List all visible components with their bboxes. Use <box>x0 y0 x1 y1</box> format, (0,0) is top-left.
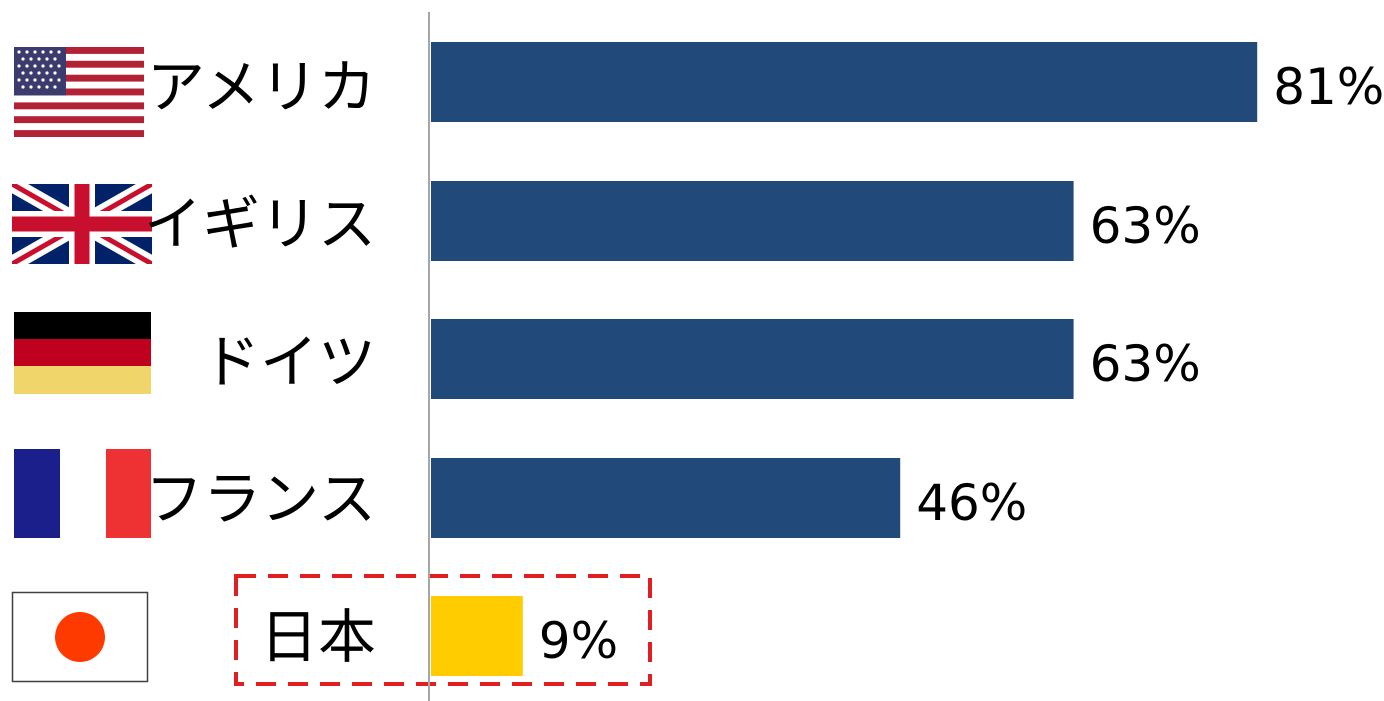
category-label-germany: ドイツ <box>202 328 376 396</box>
france-flag-icon <box>14 449 151 538</box>
value-label-france: 46% <box>916 474 1027 532</box>
category-label-uk: イギリス <box>144 190 376 258</box>
bar-uk <box>431 181 1074 261</box>
highlight-box <box>234 574 652 686</box>
bar-germany <box>431 319 1074 399</box>
category-label-usa: アメリカ <box>147 53 376 121</box>
bar-japan <box>431 596 523 676</box>
category-label-japan: 日本 <box>260 603 376 671</box>
japan-flag-icon <box>11 591 149 683</box>
bar-usa <box>431 42 1258 122</box>
value-label-usa: 81% <box>1273 58 1384 116</box>
germany-flag-icon <box>14 312 151 394</box>
value-label-japan: 9% <box>539 612 618 670</box>
value-label-uk: 63% <box>1090 197 1201 255</box>
uk-flag-icon <box>12 184 152 264</box>
usa-flag-icon <box>14 47 144 137</box>
category-label-france: フランス <box>145 465 376 533</box>
value-label-germany: 63% <box>1090 335 1201 393</box>
bar-france <box>431 458 901 538</box>
